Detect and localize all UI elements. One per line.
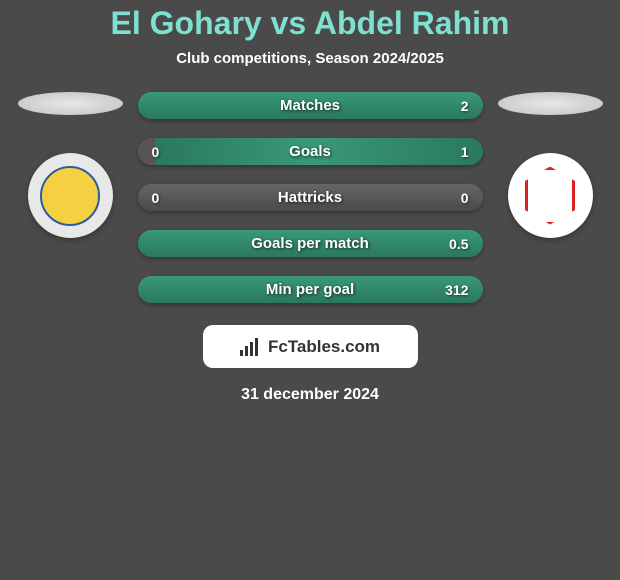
stat-right-value: 0 — [439, 190, 469, 206]
comparison-area: Matches 2 0 Goals 1 0 Hattricks 0 Goals … — [0, 92, 620, 303]
date-label: 31 december 2024 — [0, 386, 620, 404]
stat-label: Matches — [280, 97, 340, 114]
right-player-column — [498, 92, 603, 238]
stat-row-goals-per-match: Goals per match 0.5 — [138, 230, 483, 257]
stat-row-matches: Matches 2 — [138, 92, 483, 119]
branding-text: FcTables.com — [268, 337, 380, 357]
stat-left-value: 0 — [152, 144, 182, 160]
badge-right-emblem — [525, 167, 575, 225]
club-badge-right — [508, 153, 593, 238]
stat-label: Min per goal — [266, 281, 354, 298]
main-container: El Gohary vs Abdel Rahim Club competitio… — [0, 0, 620, 404]
stat-left-value: 0 — [152, 190, 182, 206]
stat-right-value: 0.5 — [439, 236, 469, 252]
stat-row-min-per-goal: Min per goal 312 — [138, 276, 483, 303]
left-player-column — [18, 92, 123, 238]
stats-column: Matches 2 0 Goals 1 0 Hattricks 0 Goals … — [138, 92, 483, 303]
badge-left-emblem — [40, 166, 100, 226]
branding-box[interactable]: FcTables.com — [203, 325, 418, 368]
stat-row-hattricks: 0 Hattricks 0 — [138, 184, 483, 211]
stat-row-goals: 0 Goals 1 — [138, 138, 483, 165]
stat-right-value: 312 — [439, 282, 469, 298]
club-badge-left — [28, 153, 113, 238]
chart-icon — [240, 338, 262, 356]
stat-right-value: 1 — [439, 144, 469, 160]
stat-label: Goals — [289, 143, 331, 160]
page-title: El Gohary vs Abdel Rahim — [0, 5, 620, 42]
stat-right-value: 2 — [439, 98, 469, 114]
stat-label: Goals per match — [251, 235, 369, 252]
stat-label: Hattricks — [278, 189, 342, 206]
player-right-avatar — [498, 92, 603, 115]
player-left-avatar — [18, 92, 123, 115]
subtitle: Club competitions, Season 2024/2025 — [0, 50, 620, 67]
